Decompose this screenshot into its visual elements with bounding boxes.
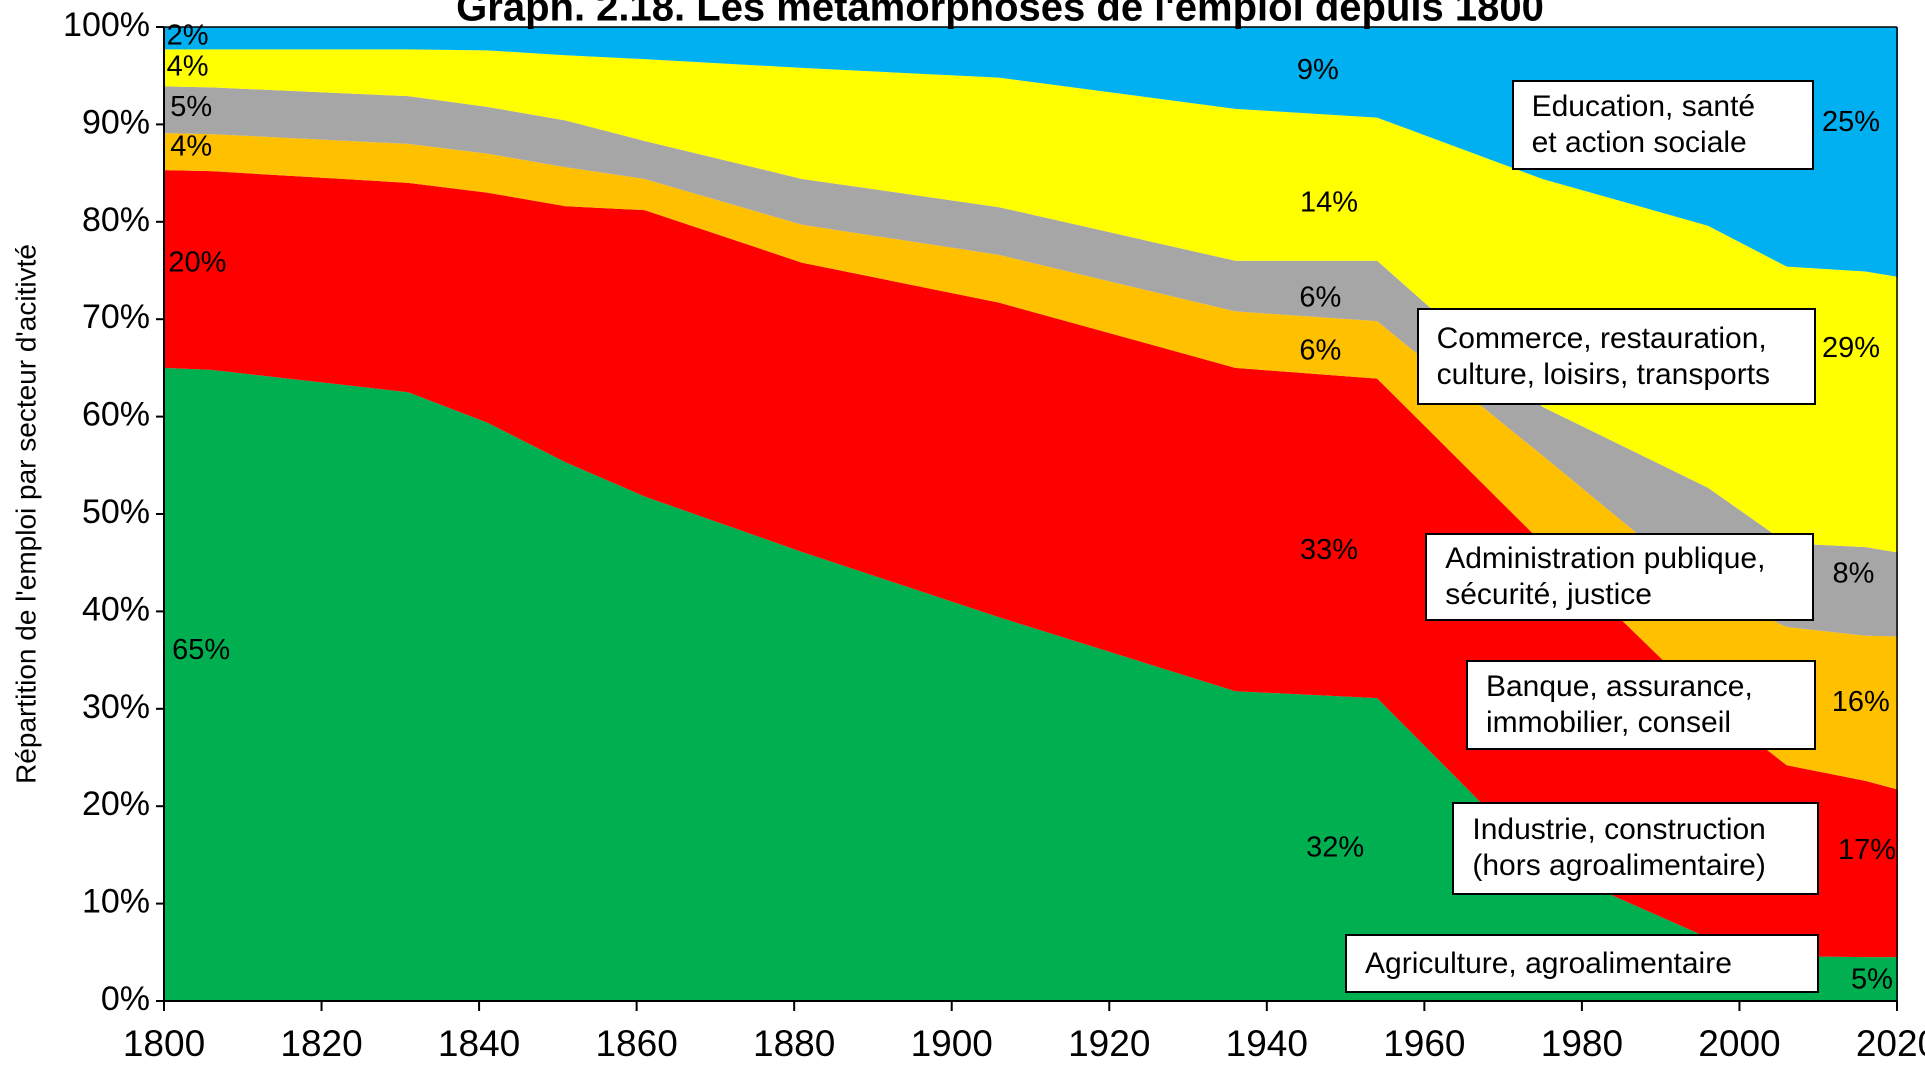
y-tick-label: 40% [82, 590, 150, 628]
data-annotation: 5% [170, 91, 212, 123]
x-tick-label: 1840 [438, 1023, 520, 1064]
chart-title: Graph. 2.18. Les métamorphoses de l'empl… [456, 0, 1544, 30]
y-tick-label: 20% [82, 785, 150, 823]
x-tick-label: 1880 [753, 1023, 835, 1064]
y-tick-label: 50% [82, 493, 150, 531]
legend-entry: Commerce, restauration, culture, loisirs… [1416, 308, 1817, 405]
x-tick-label: 1980 [1541, 1023, 1623, 1064]
data-annotation: 14% [1300, 186, 1358, 218]
y-tick-label: 60% [82, 396, 150, 434]
y-tick-label: 0% [101, 980, 150, 1018]
x-tick-label: 1900 [911, 1023, 993, 1064]
y-tick-label: 100% [63, 6, 150, 44]
y-tick-label: 30% [82, 688, 150, 726]
x-tick-label: 1820 [280, 1023, 362, 1064]
y-tick-label: 90% [82, 103, 150, 141]
legend-entry: Education, santé et action sociale [1511, 80, 1814, 171]
data-annotation: 29% [1822, 332, 1880, 364]
data-annotation: 17% [1838, 834, 1896, 866]
x-tick-label: 1960 [1383, 1023, 1465, 1064]
legend-entry: Banque, assurance, immobilier, conseil [1465, 660, 1817, 751]
x-tick-label: 1800 [123, 1023, 205, 1064]
data-annotation: 20% [168, 247, 226, 279]
data-annotation: 4% [170, 131, 212, 163]
y-tick-label: 80% [82, 201, 150, 239]
data-annotation: 5% [1851, 964, 1893, 996]
y-tick-label: 10% [82, 883, 150, 921]
data-annotation: 33% [1300, 534, 1358, 566]
data-annotation: 6% [1299, 334, 1341, 366]
data-annotation: 32% [1306, 832, 1364, 864]
data-annotation: 9% [1297, 54, 1339, 86]
data-annotation: 8% [1832, 558, 1874, 590]
area [164, 133, 1898, 790]
y-axis-label: Répartition de l'emploi par secteur d'ac… [10, 244, 41, 784]
legend-entry: Industrie, construction (hors agroalimen… [1452, 802, 1819, 895]
data-annotation: 2% [167, 20, 209, 52]
x-tick-label: 1860 [595, 1023, 677, 1064]
x-tick-label: 1920 [1068, 1023, 1150, 1064]
legend-entry: Agriculture, agroalimentaire [1345, 934, 1819, 994]
x-tick-label: 1940 [1226, 1023, 1308, 1064]
area [164, 49, 1898, 553]
y-tick-label: 70% [82, 298, 150, 336]
data-annotation: 25% [1822, 106, 1880, 138]
area [164, 170, 1898, 958]
x-tick-label: 2000 [1698, 1023, 1780, 1064]
x-tick-label: 2020 [1856, 1023, 1925, 1064]
area [164, 27, 1898, 277]
data-annotation: 16% [1832, 686, 1890, 718]
data-annotation: 4% [167, 51, 209, 83]
legend-entry: Administration publique, sécurité, justi… [1425, 533, 1814, 621]
data-annotation: 6% [1299, 281, 1341, 313]
data-annotation: 65% [172, 634, 230, 666]
